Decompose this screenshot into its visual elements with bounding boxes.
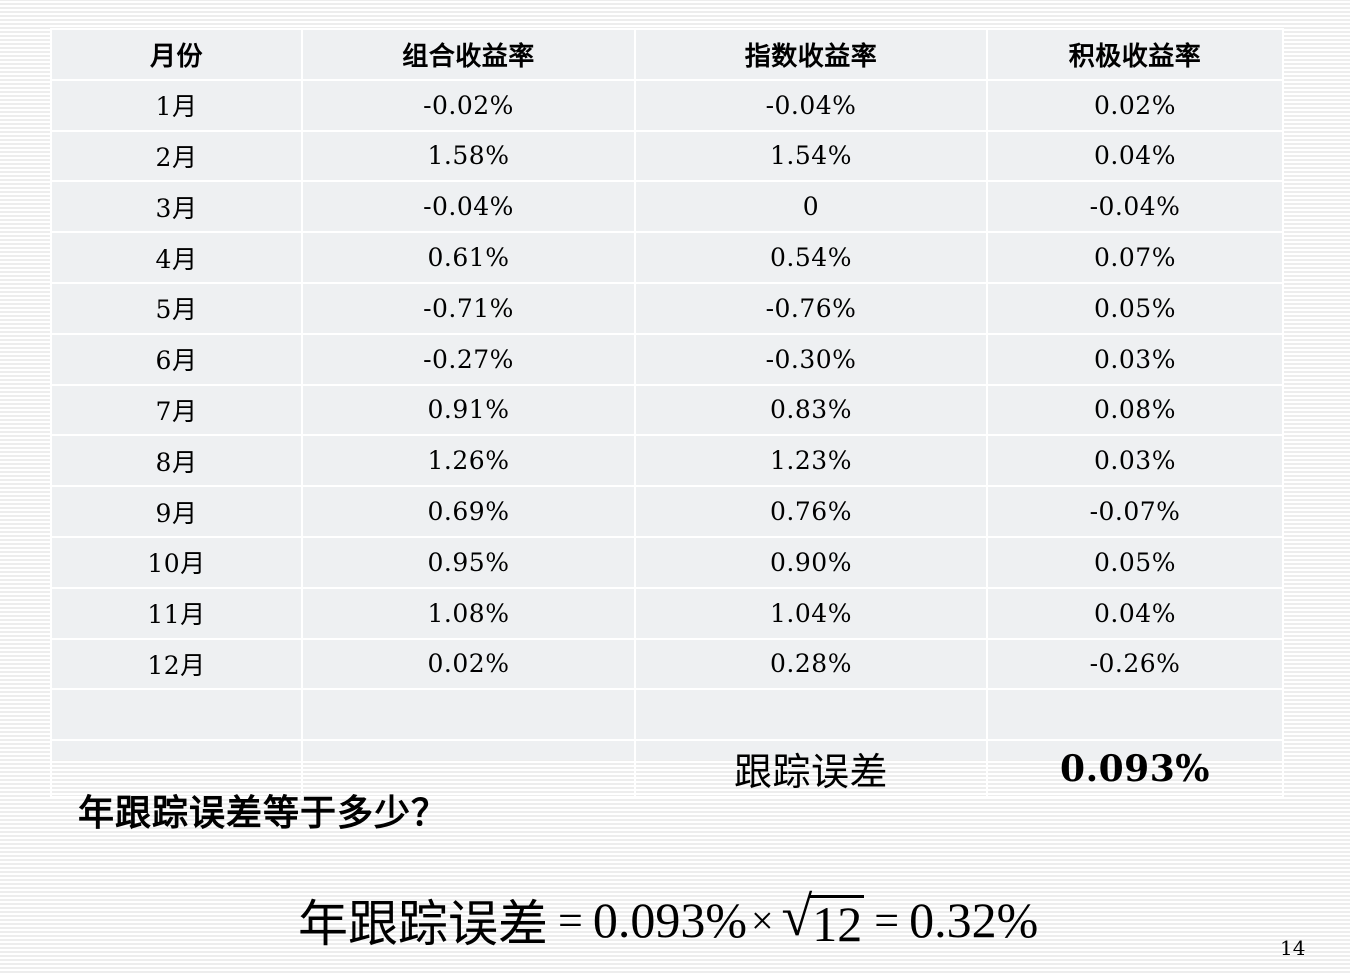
cell-month: 11月	[50, 586, 303, 640]
cell-portfolio-return: -0.71%	[301, 281, 636, 335]
table-row: 7月 0.91% 0.83% 0.08%	[50, 383, 1284, 437]
formula-result-equals-sign: =	[874, 895, 900, 945]
cell-portfolio-return: 0.69%	[301, 485, 636, 538]
table-row: 10月 0.95% 0.90% 0.05%	[50, 535, 1284, 589]
cell-portfolio-return: -0.27%	[301, 332, 636, 386]
cell-month: 2月	[50, 129, 303, 183]
cell-active-return: 0.07%	[986, 231, 1284, 284]
cell-index-return: 1.04%	[634, 586, 988, 640]
empty-cell	[301, 739, 636, 799]
radical-icon: √	[781, 886, 813, 949]
formula-result: 0.32%	[909, 892, 1039, 948]
table-row: 9月 0.69% 0.76% -0.07%	[50, 485, 1284, 538]
table-row: 5月 -0.71% -0.76% 0.05%	[50, 281, 1284, 335]
cell-active-return: -0.07%	[986, 485, 1284, 538]
returns-table-container: 月份 组合收益率 指数收益率 积极收益率 1月 -0.02% -0.04% 0.…	[50, 28, 1284, 799]
table-row: 3月 -0.04% 0 -0.04%	[50, 180, 1284, 234]
cell-index-return: -0.30%	[634, 332, 988, 386]
cell-active-return: 0.08%	[986, 383, 1284, 437]
cell-index-return: 0.54%	[634, 231, 988, 284]
cell-portfolio-return: 0.95%	[301, 535, 636, 589]
empty-cell	[50, 739, 303, 799]
cell-index-return: 0.76%	[634, 485, 988, 538]
cell-index-return: 0.90%	[634, 535, 988, 589]
question-text: 年跟踪误差等于多少？	[78, 792, 449, 834]
cell-month: 6月	[50, 332, 303, 386]
header-month: 月份	[50, 28, 303, 81]
cell-month: 1月	[50, 78, 303, 132]
table-row: 12月 0.02% 0.28% -0.26%	[50, 637, 1284, 691]
table-row: 8月 1.26% 1.23% 0.03%	[50, 434, 1284, 488]
cell-active-return: 0.04%	[986, 586, 1284, 640]
cell-month: 5月	[50, 281, 303, 335]
formula-radicand: 12	[810, 895, 865, 953]
table-row: 11月 1.08% 1.04% 0.04%	[50, 586, 1284, 640]
cell-index-return: 1.54%	[634, 129, 988, 183]
cell-portfolio-return: 1.26%	[301, 434, 636, 488]
cell-active-return: 0.05%	[986, 535, 1284, 589]
empty-row	[50, 688, 1284, 742]
table-header-row: 月份 组合收益率 指数收益率 积极收益率	[50, 28, 1284, 81]
page-number: 14	[1280, 936, 1306, 960]
cell-active-return: -0.04%	[986, 180, 1284, 234]
table-row: 4月 0.61% 0.54% 0.07%	[50, 231, 1284, 284]
returns-table: 月份 组合收益率 指数收益率 积极收益率 1月 -0.02% -0.04% 0.…	[50, 28, 1284, 799]
cell-portfolio-return: 1.58%	[301, 129, 636, 183]
formula-times-sign: ×	[750, 897, 774, 943]
header-index-return: 指数收益率	[634, 28, 988, 81]
header-active-return: 积极收益率	[986, 28, 1284, 81]
cell-portfolio-return: 0.91%	[301, 383, 636, 437]
cell-active-return: 0.03%	[986, 434, 1284, 488]
cell-index-return: -0.76%	[634, 281, 988, 335]
cell-active-return: -0.26%	[986, 637, 1284, 691]
cell-portfolio-return: -0.02%	[301, 78, 636, 132]
tracking-error-value: 0.093%	[986, 739, 1284, 799]
cell-index-return: -0.04%	[634, 78, 988, 132]
cell-portfolio-return: 0.02%	[301, 637, 636, 691]
cell-month: 10月	[50, 535, 303, 589]
cell-active-return: 0.04%	[986, 129, 1284, 183]
annual-tracking-error-formula: 年跟踪误差 = 0.093% × √ 12 = 0.32%	[298, 884, 1038, 956]
cell-active-return: 0.03%	[986, 332, 1284, 386]
cell-month: 8月	[50, 434, 303, 488]
cell-active-return: 0.02%	[986, 78, 1284, 132]
empty-cell	[50, 688, 303, 742]
empty-cell	[986, 688, 1284, 742]
cell-month: 3月	[50, 180, 303, 234]
cell-portfolio-return: 0.61%	[301, 231, 636, 284]
empty-cell	[634, 688, 988, 742]
cell-index-return: 0.83%	[634, 383, 988, 437]
tracking-error-label: 跟踪误差	[634, 739, 988, 799]
formula-monthly-value: 0.093%	[592, 892, 747, 948]
cell-month: 9月	[50, 485, 303, 538]
cell-month: 4月	[50, 231, 303, 284]
cell-month: 7月	[50, 383, 303, 437]
table-row: 1月 -0.02% -0.04% 0.02%	[50, 78, 1284, 132]
cell-index-return: 0	[634, 180, 988, 234]
cell-portfolio-return: -0.04%	[301, 180, 636, 234]
table-row: 6月 -0.27% -0.30% 0.03%	[50, 332, 1284, 386]
table-row: 2月 1.58% 1.54% 0.04%	[50, 129, 1284, 183]
tracking-error-row: 跟踪误差 0.093%	[50, 739, 1284, 799]
header-portfolio-return: 组合收益率	[301, 28, 636, 81]
cell-index-return: 0.28%	[634, 637, 988, 691]
formula-lhs: 年跟踪误差	[298, 896, 548, 952]
formula-equals-sign: =	[558, 895, 583, 945]
cell-index-return: 1.23%	[634, 434, 988, 488]
empty-cell	[301, 688, 636, 742]
square-root: √ 12	[782, 889, 865, 951]
cell-portfolio-return: 1.08%	[301, 586, 636, 640]
cell-active-return: 0.05%	[986, 281, 1284, 335]
cell-month: 12月	[50, 637, 303, 691]
